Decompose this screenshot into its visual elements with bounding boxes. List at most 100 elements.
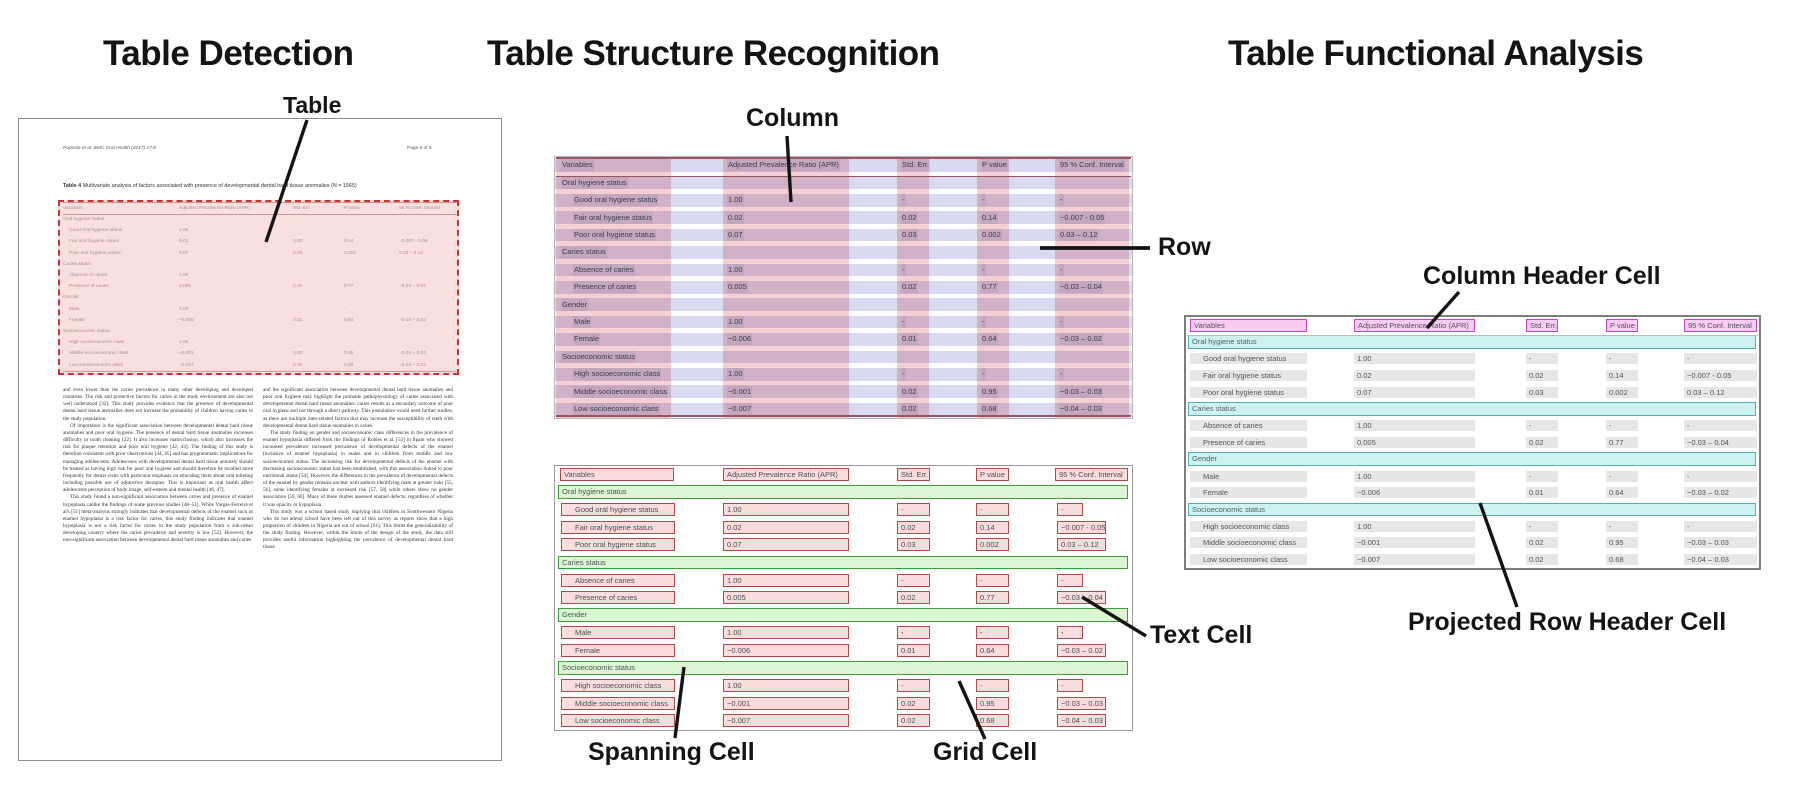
text-cell: Presence of caries [1190,437,1307,449]
cell-text: - [1059,316,1064,328]
cell-text: P value [981,159,1008,172]
grid-cell: - [897,573,930,587]
text-cell: 0.03 [1526,386,1558,398]
grid-cell: −0.007 - 0.05 [1057,520,1106,534]
cell-text: 0.68 [981,403,998,415]
column-header-cell: 95 % Conf. Interval [1684,319,1757,332]
row-label: Oral hygiene status [561,176,628,189]
grid-cell: −0.04 – 0.03 [1057,714,1106,728]
row-label: Good oral hygiene status [573,194,659,207]
grid-cell: - [1057,626,1083,640]
annotation-label-column: Column [746,104,840,132]
table-caption-text: Multivariate analysis of factors associa… [82,183,357,189]
column-highlight [556,157,671,418]
body-paragraph: and the significant association between … [263,387,453,429]
text-cell: −0.04 – 0.03 [1684,554,1757,566]
text-cell: −0.006 [1354,487,1475,499]
row-label: Gender [561,298,589,311]
grid-cell: 0.02 [897,591,930,605]
grid-cell: 0.02 [897,696,930,710]
text-cell: - [1606,420,1638,432]
annotation-label-table: Table [283,92,342,118]
text-cell: 0.64 [1606,487,1638,499]
functional-analysis-table: Variables Adjusted Prevalence Ratio (APR)… [1184,315,1761,570]
cell-text: 0.02 [727,211,744,224]
grid-cell: 0.03 [897,538,930,552]
grid-cell: 1.00 [723,503,849,517]
spanning-cell: Caries status [558,555,1128,570]
text-cell: - [1606,353,1638,365]
grid-cell: - [897,626,930,640]
row-label: Variables [561,159,594,172]
grid-cell: 0.68 [976,714,1009,728]
grid-cell: - [976,626,1009,640]
grid-cell: High socioeconomic class [561,679,675,693]
cell-text: - [901,263,906,276]
body-paragraph: and even lower than the caries prevalenc… [63,387,253,422]
grid-cell: - [897,503,930,517]
spanning-cell: Oral hygiene status [558,485,1128,499]
cell-text: 0.07 [727,229,744,241]
cell-text: 0.03 – 0.12 [1059,229,1099,241]
grid-cell: −0.03 – 0.02 [1057,644,1106,657]
projected-row-header-cell: Gender [1188,452,1756,467]
grid-cell: 0.02 [897,520,930,534]
cell-text: −0.03 – 0.02 [1059,333,1103,346]
text-cell: Low socioeconomic class [1190,554,1307,566]
text-cell: - [1526,353,1558,365]
grid-cell: 0.002 [976,538,1009,552]
text-cell: 0.03 – 0.12 [1684,386,1757,398]
text-cell: −0.007 - 0.05 [1684,370,1757,382]
column-header-cell: Variables [1190,319,1307,332]
header-rule [1187,334,1758,336]
text-cell: High socioeconomic class [1190,520,1307,532]
grid-cell: Middle socioeconomic class [561,696,675,710]
cell-text: 0.02 [901,403,918,415]
text-cell: - [1684,520,1757,532]
text-cell: 0.07 [1354,386,1475,398]
text-cell: 1.00 [1354,520,1475,532]
cell-text: - [1059,194,1064,207]
grid-cell: Adjusted Prevalence Ratio (APR) [723,468,849,481]
cell-text: −0.03 – 0.03 [1059,385,1103,398]
table-rule [556,157,1131,159]
text-cell: 1.00 [1354,470,1475,482]
cell-text: −0.04 – 0.03 [1059,403,1103,415]
body-paragraph: The study finding on gender and socioeco… [263,429,453,508]
cell-text: 0.02 [901,385,918,398]
grid-cell: 0.64 [976,644,1009,657]
text-cell: - [1684,353,1757,365]
cell-text: 1.00 [727,368,744,381]
grid-cell: - [976,503,1009,517]
cell-text: −0.007 [727,403,753,415]
text-cell: Male [1190,470,1307,482]
cell-text: 0.14 [981,211,998,224]
text-cell: 0.02 [1526,554,1558,566]
text-cell: 0.14 [1606,370,1638,382]
grid-cell: Variables [560,468,674,481]
row-label: Caries status [561,246,607,259]
table-detection-bbox [58,200,459,375]
text-cell: Absence of caries [1190,420,1307,432]
cell-text: 1.00 [727,263,744,276]
cell-text: - [981,368,986,381]
row-label: Low socioeconomic class [573,403,660,415]
text-cell: −0.007 [1354,554,1475,566]
column-highlight [1055,157,1129,418]
cell-text: 0.002 [981,229,1002,241]
cell-text: 0.02 [901,281,918,294]
grid-cell: Female [561,644,675,657]
projected-row-header-cell: Socioeconomic status [1188,502,1756,517]
grid-cell: Fair oral hygiene status [561,520,675,534]
text-cell: 0.68 [1606,554,1638,566]
cell-text: Adjusted Prevalence Ratio (APR) [727,159,840,172]
annotation-label-row: Row [1158,233,1211,261]
grid-cell: 0.07 [723,538,849,552]
grid-cell: −0.03 – 0.04 [1057,591,1106,605]
text-cell: −0.001 [1354,537,1475,549]
text-cell: 0.02 [1526,370,1558,382]
grid-cell: - [976,573,1009,587]
text-cell: - [1526,420,1558,432]
table-caption-label: Table 4 [63,183,82,189]
